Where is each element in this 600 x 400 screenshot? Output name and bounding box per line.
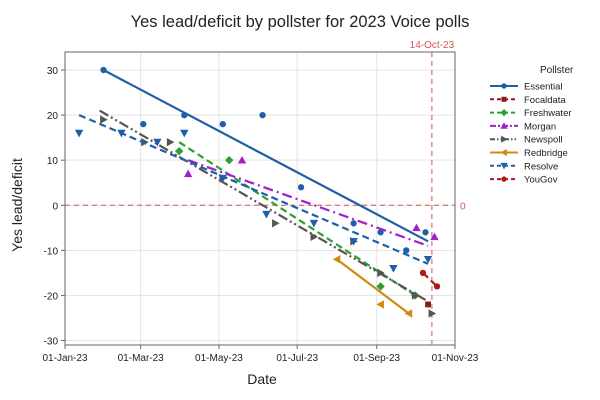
legend: Pollster Essential Focaldata Freshwater Mor… (490, 65, 574, 186)
date-reference-label: 14-Oct-23 (410, 40, 455, 51)
data-point-resolve (262, 210, 271, 219)
legend-marker-freshwater (500, 109, 508, 117)
data-point-newspoll (272, 219, 280, 228)
data-point-essential (297, 184, 305, 191)
data-point-essential (259, 111, 266, 119)
data-point-newspoll (411, 291, 420, 300)
legend-label-redbridge: Redbridge (524, 148, 568, 159)
plot-background (65, 52, 455, 345)
data-point-redbridge (376, 300, 384, 309)
data-point-essential (377, 229, 384, 236)
data-point-essential (350, 220, 357, 227)
data-point-resolve (218, 174, 227, 183)
legend-label-resolve: Resolve (524, 161, 558, 172)
data-point-newspoll (377, 268, 385, 278)
y-tick-label: 10 (47, 156, 59, 167)
data-point-essential (219, 120, 226, 128)
data-point-morgan (237, 155, 247, 164)
data-point-yougov (419, 269, 427, 277)
y-tick-label: -10 (44, 246, 59, 257)
x-tick-label: 01-Mar-23 (118, 353, 165, 364)
trend-line-morgan (187, 159, 429, 247)
data-point-freshwater (376, 282, 385, 291)
zero-reference-label: 0 (460, 201, 466, 212)
data-point-essential (403, 247, 410, 254)
data-point-focaldata (425, 301, 431, 308)
plot-frame (64, 51, 456, 346)
data-point-morgan (430, 232, 439, 241)
data-point-resolve (180, 129, 189, 138)
data-point-resolve (423, 255, 433, 264)
y-tick-label: -20 (44, 291, 59, 302)
trend-line-yougov (422, 272, 438, 288)
legend-label-freshwater: Freshwater (524, 108, 572, 119)
trend-line-redbridge (336, 258, 410, 315)
legend-marker-newspoll (501, 135, 508, 143)
legend-marker-focaldata (501, 96, 507, 102)
y-tick-label: 20 (47, 111, 59, 122)
data-point-newspoll (100, 115, 108, 124)
legend-marker-resolve (500, 162, 508, 170)
legend-label-newspoll: Newspoll (524, 135, 563, 146)
data-point-newspoll (166, 137, 175, 147)
legend-label-morgan: Morgan (524, 121, 556, 132)
data-point-redbridge (404, 309, 413, 318)
x-tick-label: 01-Jul-23 (276, 353, 318, 364)
data-point-morgan (412, 223, 421, 232)
data-point-morgan (183, 169, 193, 178)
chart-title: Yes lead/deficit by pollster for 2023 Vo… (131, 13, 470, 31)
data-point-essential (140, 120, 147, 128)
data-point-essential (422, 229, 429, 236)
data-point-newspoll (428, 309, 437, 318)
y-tick-label: 30 (47, 66, 59, 77)
data-point-resolve (389, 265, 398, 273)
data-point-resolve (74, 129, 84, 138)
data-point-resolve (117, 129, 126, 138)
data-point-essential (100, 66, 107, 74)
data-point-resolve (309, 219, 319, 228)
x-tick-label: 01-Nov-23 (432, 353, 479, 364)
legend-marker-morgan (500, 122, 508, 129)
legend-marker-yougov (501, 176, 507, 182)
data-point-essential (181, 111, 188, 119)
x-axis-title: Date (247, 371, 277, 387)
y-axis-title: Yes lead/deficit (9, 158, 25, 252)
trend-line-resolve (78, 114, 429, 265)
trend-line-essential (102, 69, 429, 243)
x-tick-label: 01-Sep-23 (353, 353, 400, 364)
data-point-redbridge (332, 255, 341, 264)
legend-marker-essential (501, 83, 507, 89)
x-tick-label: 01-May-23 (195, 353, 243, 364)
data-point-resolve (153, 138, 162, 147)
legend-label-essential: Essential (524, 82, 563, 93)
legend-title: Pollster (540, 65, 574, 76)
legend-label-focaldata: Focaldata (524, 95, 566, 106)
trend-line-newspoll (99, 109, 427, 301)
legend-label-yougov: YouGov (524, 175, 558, 186)
data-point-resolve (349, 237, 358, 246)
data-point-freshwater (225, 155, 234, 165)
data-point-newspoll (310, 232, 319, 242)
data-point-freshwater (174, 146, 184, 156)
y-tick-label: -30 (44, 336, 59, 347)
y-tick-label: 0 (52, 201, 58, 212)
data-point-yougov (433, 283, 441, 290)
plot-area: 30 20 10 0 -10 -20 -30 01-Jan-23 01-Mar-23 01-May… (42, 40, 478, 364)
legend-marker-redbridge (500, 148, 507, 157)
x-tick-label: 01-Jan-23 (42, 353, 87, 364)
